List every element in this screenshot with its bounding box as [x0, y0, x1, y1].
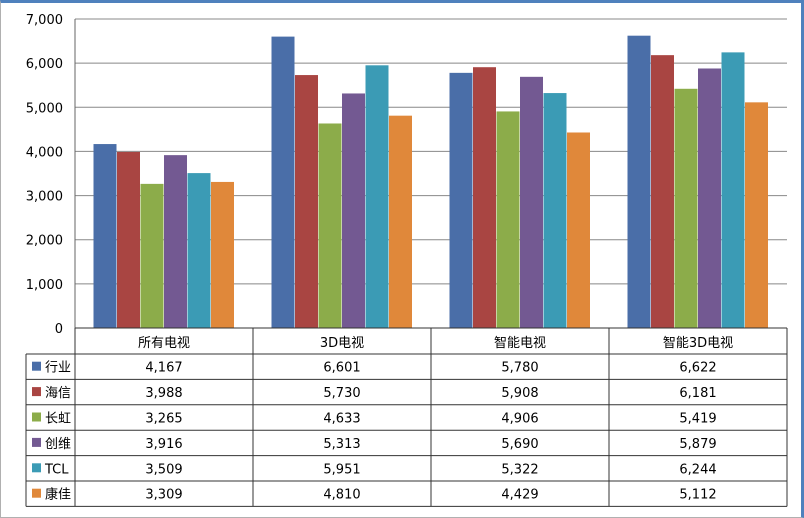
legend-label: 康佳 — [45, 487, 71, 503]
bar — [651, 55, 674, 328]
data-label: 6,622 — [679, 361, 716, 376]
bar — [567, 132, 590, 328]
data-label: 6,244 — [679, 462, 716, 477]
bar — [342, 93, 365, 329]
data-label: 5,951 — [323, 462, 360, 477]
legend-label: 海信 — [45, 386, 71, 401]
legend-key — [32, 412, 41, 422]
bar — [449, 72, 473, 329]
category-label: 智能电视 — [494, 336, 546, 351]
data-label: 5,908 — [501, 386, 538, 401]
legend-key — [32, 463, 41, 473]
bar — [674, 88, 698, 328]
legend-label: 行业 — [45, 361, 71, 376]
legend-label: 长虹 — [45, 412, 71, 427]
y-tick-label: 0 — [55, 322, 63, 337]
bar — [140, 183, 164, 328]
data-label: 4,429 — [501, 488, 538, 503]
bar — [187, 173, 211, 328]
bars — [93, 35, 768, 329]
data-label: 3,988 — [145, 386, 182, 401]
legend-key — [32, 437, 41, 447]
y-axis-ticks: 0 1,000 2,000 3,000 4,000 5,000 6,000 7,000 — [26, 13, 63, 337]
bar — [211, 181, 234, 328]
bar — [745, 102, 768, 329]
y-tick-label: 2,000 — [26, 234, 63, 249]
legend-key — [32, 387, 41, 397]
data-label: 5,112 — [679, 488, 716, 503]
bar — [389, 115, 412, 329]
data-label: 5,313 — [323, 437, 360, 452]
bar — [543, 93, 567, 328]
data-label: 3,509 — [145, 462, 182, 477]
bar — [295, 75, 318, 328]
legend-key — [32, 361, 41, 371]
y-tick-label: 1,000 — [26, 278, 63, 293]
category-label: 所有电视 — [138, 336, 190, 351]
data-label: 5,322 — [501, 462, 538, 477]
data-label: 4,633 — [323, 412, 360, 427]
y-tick-label: 5,000 — [26, 101, 63, 116]
data-label: 5,879 — [679, 437, 716, 452]
y-tick-label: 3,000 — [26, 190, 63, 205]
category-label: 3D电视 — [320, 336, 364, 351]
data-label: 4,167 — [145, 361, 182, 376]
bar — [164, 155, 187, 328]
data-label: 5,690 — [501, 437, 538, 452]
bar — [318, 123, 342, 328]
legend-label: 创维 — [45, 437, 71, 452]
bar — [473, 67, 496, 328]
y-tick-label: 4,000 — [26, 145, 63, 160]
data-label: 5,419 — [679, 412, 716, 427]
data-label: 4,906 — [501, 412, 538, 427]
bar — [93, 144, 117, 328]
bar — [520, 76, 543, 328]
bar — [271, 36, 295, 328]
category-label: 智能3D电视 — [663, 336, 733, 351]
bar — [117, 151, 140, 328]
legend-label: TCL — [44, 462, 69, 477]
data-label: 5,780 — [501, 361, 538, 376]
data-label: 3,265 — [145, 412, 182, 427]
data-label: 3,916 — [145, 437, 182, 452]
data-label: 3,309 — [145, 488, 182, 503]
legend-key — [32, 488, 41, 498]
y-tick-label: 6,000 — [26, 57, 63, 72]
data-label: 6,601 — [323, 361, 360, 376]
bar — [721, 52, 745, 328]
data-label: 6,181 — [679, 386, 716, 401]
y-tick-label: 7,000 — [26, 13, 63, 28]
bar — [698, 68, 721, 329]
data-label: 4,810 — [323, 488, 360, 503]
bar — [365, 65, 389, 329]
data-label: 5,730 — [323, 386, 360, 401]
bar — [496, 111, 520, 328]
bar — [627, 35, 651, 328]
